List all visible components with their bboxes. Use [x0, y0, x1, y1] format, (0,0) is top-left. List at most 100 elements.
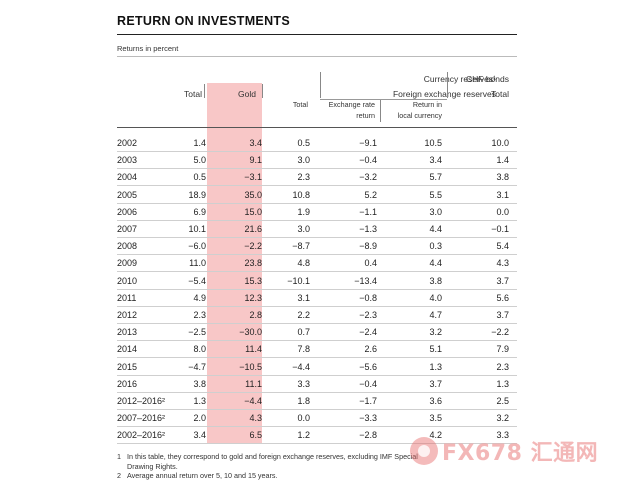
- table-row: 2002 1.4 3.4 0.5 −9.1 10.5 10.0: [117, 134, 517, 152]
- cell-gold: 9.1: [249, 155, 262, 166]
- cell-local-currency-return: 3.6: [429, 396, 442, 406]
- cell-exchange-rate-return: −9.1: [359, 138, 377, 148]
- table-row: 2012–2016² 1.3 −4.4 1.8 −1.7 3.6 2.5: [117, 392, 517, 410]
- table-row: 2007–2016² 2.0 4.3 0.0 −3.3 3.5 3.2: [117, 409, 517, 428]
- cell-chf-bonds-total: 3.7: [496, 275, 509, 286]
- row-year: 2005: [117, 189, 138, 200]
- header-divider: [380, 100, 381, 122]
- cell-local-currency-return: 5.7: [429, 172, 442, 183]
- row-year: 2013: [117, 327, 138, 338]
- table-row: 2013 −2.5 −30.0 0.7 −2.4 3.2 −2.2: [117, 323, 517, 342]
- row-year: 2007–2016²: [117, 413, 166, 424]
- cell-total: 1.3: [193, 396, 206, 406]
- cell-gold: 12.3: [244, 292, 262, 303]
- cell-exchange-rate-return: −1.7: [359, 396, 377, 406]
- cell-fx-total: −8.7: [292, 241, 310, 252]
- row-year: 2011: [117, 292, 137, 303]
- cell-exchange-rate-return: 0.4: [364, 258, 377, 269]
- cell-total: 18.9: [188, 189, 206, 200]
- cell-fx-total: −4.4: [292, 361, 310, 372]
- header-divider: [204, 84, 205, 98]
- footnote-1-text-line2: Drawing Rights.: [127, 461, 178, 471]
- cell-local-currency-return: 3.0: [429, 206, 442, 217]
- cell-total: −4.7: [188, 361, 206, 372]
- cell-total: 1.4: [193, 138, 206, 148]
- cell-exchange-rate-return: −5.6: [359, 361, 377, 372]
- row-year: 2010: [117, 275, 138, 286]
- cell-total: 0.5: [193, 172, 206, 183]
- cell-total: 8.0: [193, 344, 206, 355]
- row-year: 2002–2016²: [117, 430, 166, 441]
- cell-chf-bonds-total: 3.7: [496, 310, 509, 320]
- cell-local-currency-return: 3.5: [429, 413, 442, 424]
- header-bottom-rule: [117, 127, 517, 128]
- watermark: FX678 汇通网: [410, 436, 598, 466]
- header-chf-total: Total: [491, 89, 509, 99]
- cell-total: 11.0: [189, 258, 206, 269]
- table-row: 2016 3.8 11.1 3.3 −0.4 3.7 1.3: [117, 375, 517, 393]
- header-currency-reserves: Currency reserves¹: [423, 74, 496, 84]
- cell-chf-bonds-total: 5.4: [496, 241, 509, 252]
- cell-exchange-rate-return: −0.4: [359, 378, 377, 389]
- cell-exchange-rate-return: −1.3: [359, 224, 377, 234]
- table-title: RETURN ON INVESTMENTS: [117, 14, 290, 28]
- cell-local-currency-return: 4.4: [429, 258, 442, 269]
- cell-total: −2.5: [188, 327, 206, 338]
- footnote-1-marker: 1: [117, 452, 121, 461]
- cell-fx-total: 10.8: [292, 189, 310, 200]
- cell-gold: −4.4: [244, 396, 262, 406]
- title-rule: [117, 34, 517, 35]
- cell-chf-bonds-total: 7.9: [496, 344, 509, 355]
- cell-fx-total: −10.1: [287, 275, 310, 286]
- cell-fx-total: 1.9: [297, 206, 310, 217]
- cell-total: 6.9: [193, 206, 206, 217]
- row-year: 2007: [117, 224, 138, 234]
- cell-chf-bonds-total: 3.2: [496, 413, 509, 424]
- cell-exchange-rate-return: −13.4: [354, 275, 377, 286]
- table-row: 2008 −6.0 −2.2 −8.7 −8.9 0.3 5.4: [117, 237, 517, 256]
- row-year: 2009: [117, 258, 138, 269]
- table-row: 2010 −5.4 15.3 −10.1 −13.4 3.8 3.7: [117, 272, 517, 290]
- cell-chf-bonds-total: 10.0: [491, 138, 509, 148]
- cell-total: 3.8: [193, 378, 206, 389]
- cell-exchange-rate-return: −8.9: [359, 241, 377, 252]
- cell-exchange-rate-return: 5.2: [364, 189, 377, 200]
- cell-fx-total: 0.0: [297, 413, 310, 424]
- cell-exchange-rate-return: −0.4: [359, 155, 377, 166]
- header-divider: [320, 72, 321, 98]
- cell-fx-total: 2.2: [297, 310, 310, 320]
- cell-local-currency-return: 3.8: [429, 275, 442, 286]
- cell-exchange-rate-return: −3.3: [359, 413, 377, 424]
- cell-chf-bonds-total: 3.8: [496, 172, 509, 183]
- cell-total: 10.1: [188, 224, 206, 234]
- cell-local-currency-return: 3.2: [429, 327, 442, 338]
- cell-gold: 23.8: [244, 258, 262, 269]
- cell-total: 5.0: [193, 155, 206, 166]
- cell-gold: 35.0: [244, 189, 262, 200]
- row-year: 2012: [117, 310, 138, 320]
- cell-chf-bonds-total: 4.3: [496, 258, 509, 269]
- cell-chf-bonds-total: 2.3: [496, 361, 509, 372]
- row-year: 2012–2016²: [117, 396, 166, 406]
- cell-fx-total: 1.2: [297, 430, 310, 441]
- cell-gold: 4.3: [249, 413, 262, 424]
- cell-total: −5.4: [188, 275, 206, 286]
- cell-exchange-rate-return: −3.2: [359, 172, 377, 183]
- header-group-rule: [320, 99, 447, 100]
- cell-chf-bonds-total: −0.1: [491, 224, 509, 234]
- table-row: 2012 2.3 2.8 2.2 −2.3 4.7 3.7: [117, 306, 517, 324]
- units-note: Returns in percent: [117, 44, 179, 53]
- cell-local-currency-return: 4.0: [429, 292, 442, 303]
- header-divider: [262, 84, 263, 98]
- cell-chf-bonds-total: 5.6: [496, 292, 509, 303]
- cell-gold: 15.3: [244, 275, 262, 286]
- cell-local-currency-return: 3.7: [429, 378, 442, 389]
- cell-gold: −30.0: [239, 327, 262, 338]
- cell-gold: 15.0: [244, 206, 262, 217]
- table-row: 2015 −4.7 −10.5 −4.4 −5.6 1.3 2.3: [117, 358, 517, 376]
- cell-gold: −3.1: [244, 172, 262, 183]
- header-exchange-rate-line1: Exchange rate: [328, 100, 375, 109]
- cell-chf-bonds-total: 3.3: [496, 430, 509, 441]
- row-year: 2008: [117, 241, 138, 252]
- cell-total: 2.0: [193, 413, 206, 424]
